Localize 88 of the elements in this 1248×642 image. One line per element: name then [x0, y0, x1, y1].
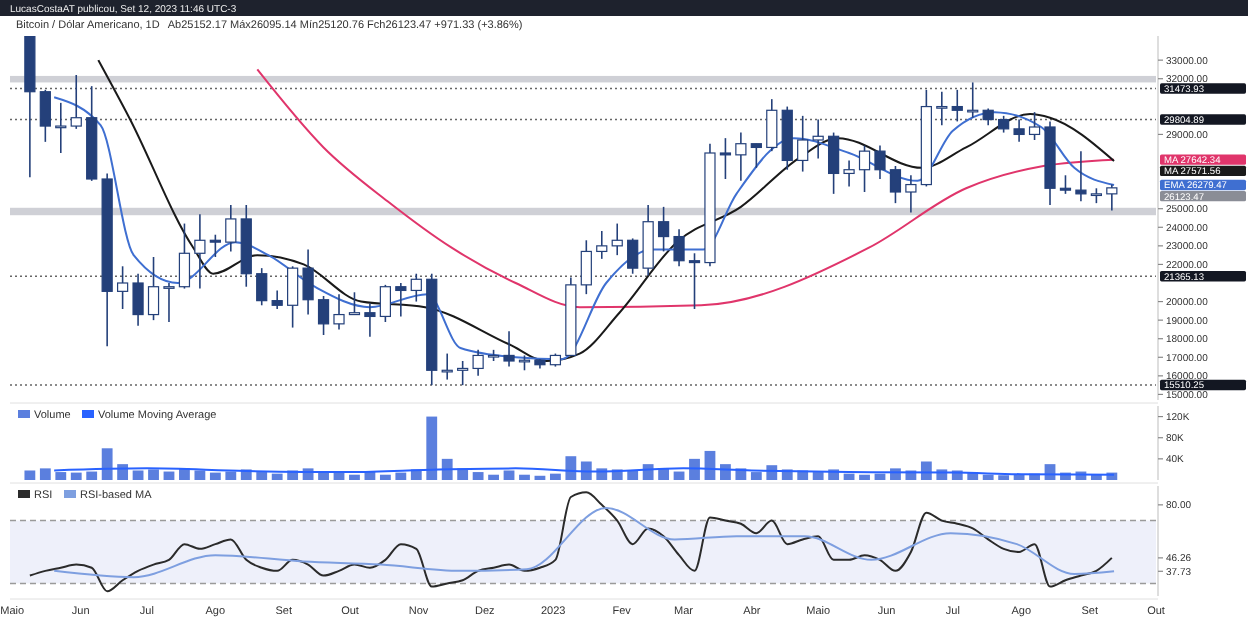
bar: [1013, 474, 1025, 480]
bar: [86, 471, 98, 480]
candlestick: [828, 131, 840, 195]
bar: [194, 470, 206, 480]
candlestick: [688, 252, 701, 310]
candlestick: [147, 256, 160, 321]
candlestick: [225, 204, 237, 253]
bar: [271, 473, 283, 480]
line-series: [256, 68, 1116, 309]
candlestick: [472, 349, 484, 377]
line-series: [97, 59, 1116, 362]
candlestick: [302, 248, 314, 316]
candlestick: [580, 239, 592, 295]
candlestick: [750, 142, 762, 169]
bar: [256, 472, 268, 480]
candlestick: [874, 144, 886, 180]
candlestick: [333, 293, 345, 331]
candlestick: [441, 352, 453, 381]
line-series: [53, 96, 1116, 361]
candlestick: [379, 284, 391, 323]
candlestick: [596, 230, 608, 260]
bar: [395, 472, 407, 480]
candlestick: [1028, 111, 1041, 141]
candlestick: [812, 118, 824, 160]
candlestick: [503, 330, 515, 368]
bar: [859, 474, 870, 480]
candlestick: [719, 137, 732, 180]
candlestick: [642, 204, 654, 277]
bar: [488, 474, 499, 480]
candlestick: [905, 174, 917, 214]
bar: [379, 474, 391, 480]
candlestick: [178, 222, 191, 290]
candlestick: [967, 81, 979, 119]
candlestick: [858, 144, 871, 193]
candlestick: [194, 213, 206, 290]
bar: [70, 472, 82, 480]
bar: [225, 471, 237, 480]
bar: [519, 474, 530, 480]
candlestick: [735, 131, 747, 182]
candlestick: [797, 115, 809, 173]
candlestick: [936, 90, 948, 126]
candlestick: [364, 302, 376, 338]
line-series: [28, 491, 1113, 593]
candlestick: [132, 272, 144, 327]
candlestick: [457, 360, 469, 386]
bar: [750, 472, 762, 480]
candlestick: [673, 228, 685, 268]
candlestick: [1106, 183, 1118, 212]
candlestick: [611, 222, 623, 256]
bar: [549, 473, 561, 480]
candlestick: [766, 98, 778, 152]
bar: [426, 416, 438, 480]
candlestick: [889, 165, 902, 204]
candlestick: [1059, 174, 1072, 195]
candlestick: [70, 74, 82, 130]
bar: [565, 456, 577, 480]
bar: [132, 470, 144, 480]
candlestick: [39, 89, 51, 143]
candlestick: [951, 89, 963, 123]
candlestick: [843, 159, 855, 188]
bar: [349, 474, 360, 480]
candlestick: [1075, 150, 1087, 203]
bar: [982, 474, 994, 480]
candlestick: [209, 233, 221, 258]
candlestick: [116, 265, 129, 310]
candlestick: [271, 289, 283, 310]
candlestick: [348, 291, 361, 316]
candlestick: [256, 267, 268, 307]
candlestick: [410, 272, 422, 303]
candlestick: [395, 282, 407, 318]
candlestick: [287, 265, 299, 329]
bar: [39, 468, 51, 480]
bar: [441, 458, 453, 480]
line-series: [53, 507, 1116, 579]
candlestick: [1013, 118, 1025, 143]
bar: [24, 470, 36, 480]
bar: [55, 472, 67, 480]
bar: [148, 469, 159, 480]
candlestick: [163, 282, 175, 323]
bar: [101, 448, 113, 480]
candlestick: [627, 237, 639, 275]
candlestick: [55, 102, 67, 154]
bar: [318, 472, 329, 480]
candlestick: [657, 206, 670, 253]
bar: [472, 472, 484, 480]
candlestick: [317, 295, 330, 336]
bar: [503, 470, 515, 480]
bar: [209, 472, 221, 480]
